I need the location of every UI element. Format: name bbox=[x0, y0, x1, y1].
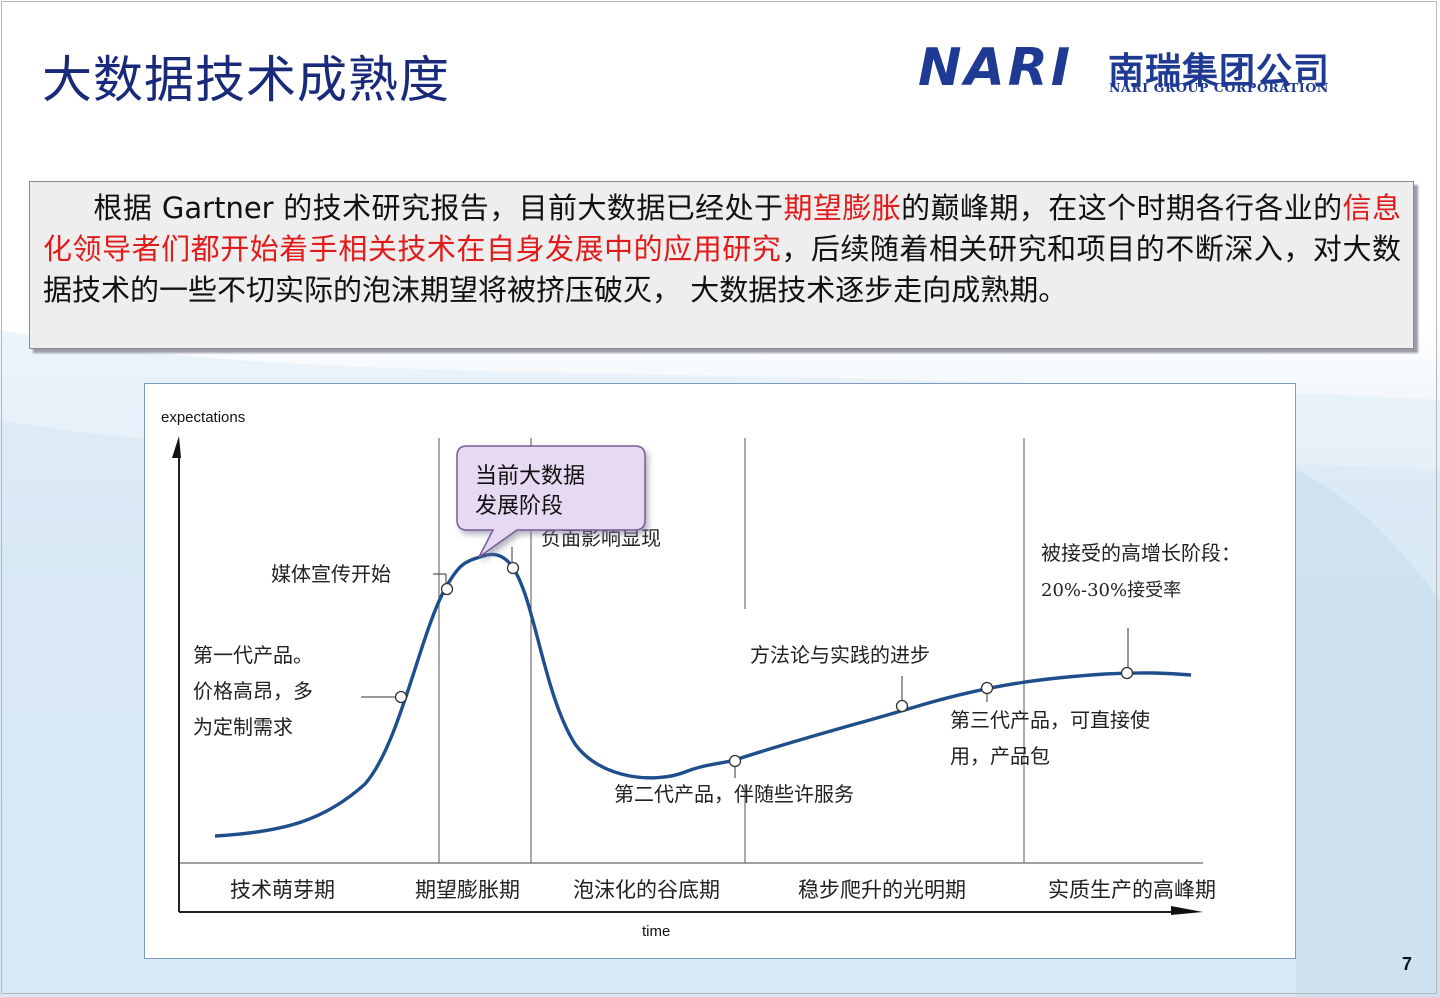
phase-label-3: 泡沫化的谷底期 bbox=[573, 878, 720, 902]
annotation-gen2: 第二代产品，伴随些许服务 bbox=[614, 782, 854, 806]
current-stage-callout bbox=[456, 445, 646, 558]
logo-cn-name: 南瑞集团公司 bbox=[1108, 51, 1331, 92]
y-axis-arrow bbox=[172, 436, 181, 458]
phase-label-2: 期望膨胀期 bbox=[415, 878, 520, 902]
marker-gen1 bbox=[394, 690, 408, 704]
annotation-gen1-line2: 价格高昂，多 bbox=[193, 679, 313, 703]
marker-negative bbox=[506, 561, 520, 575]
summary-highlight-leaders: 信息化领导者们都开始着手相关技术在自身发展中的应用研究 bbox=[43, 191, 1401, 266]
marker-gen3 bbox=[980, 681, 994, 695]
annotation-gen3-line1: 第三代产品，可直接使 bbox=[950, 708, 1150, 732]
callout-text-line1: 当前大数据 bbox=[475, 464, 585, 489]
phase-label-4: 稳步爬升的光明期 bbox=[798, 878, 966, 902]
x-axis-label: time bbox=[642, 923, 670, 940]
annotation-growth-line1: 被接受的高增长阶段： bbox=[1041, 541, 1241, 565]
callout-bubble bbox=[456, 445, 646, 558]
logo-en-name: NARI GROUP CORPORATION bbox=[1109, 80, 1329, 95]
summary-highlight-hype: 期望膨胀 bbox=[783, 191, 902, 225]
slide-title: 大数据技术成熟度 bbox=[42, 51, 450, 109]
marker-growth bbox=[1120, 666, 1134, 680]
summary-text-3: ，后续随着相关研究和项目的不断深入，对大数据技术的一些不切实际的泡沫期望将被挤压… bbox=[43, 232, 1401, 307]
annotation-media-start: 媒体宣传开始 bbox=[271, 562, 391, 586]
annotation-growth-line2: 20%-30%接受率 bbox=[1041, 580, 1181, 601]
page-number: 7 bbox=[1402, 954, 1413, 974]
callout-text-line2: 发展阶段 bbox=[475, 494, 563, 519]
summary-text-2: 的巅峰期，在这个时期各行各业的 bbox=[901, 191, 1343, 225]
summary-text-1: 根据 Gartner 的技术研究报告，目前大数据已经处于 bbox=[93, 191, 784, 225]
annotation-gen1-line3: 为定制需求 bbox=[193, 715, 293, 739]
summary-textbox: 根据 Gartner 的技术研究报告，目前大数据已经处于期望膨胀的巅峰期，在这个… bbox=[29, 181, 1414, 349]
y-axis-label: expectations bbox=[161, 409, 245, 426]
hype-cycle-diagram: expectations time 技术萌芽期 期望膨胀期 泡沫化的谷底期 稳步… bbox=[144, 383, 1296, 959]
phase-label-1: 技术萌芽期 bbox=[230, 878, 335, 902]
annotation-methodology: 方法论与实践的进步 bbox=[750, 643, 930, 667]
annotation-gen1-line1: 第一代产品。 bbox=[193, 643, 313, 667]
logo-mark: NARI bbox=[918, 38, 1074, 98]
marker-method bbox=[895, 699, 909, 713]
marker-media bbox=[440, 582, 454, 596]
phase-label-5: 实质生产的高峰期 bbox=[1048, 878, 1216, 902]
annotation-gen3-line2: 用，产品包 bbox=[950, 744, 1050, 768]
marker-gen2 bbox=[728, 754, 742, 768]
hype-cycle-svg: expectations time 技术萌芽期 期望膨胀期 泡沫化的谷底期 稳步… bbox=[161, 409, 1241, 940]
company-logo: NARI 南瑞集团公司 NARI GROUP CORPORATION bbox=[918, 38, 1388, 98]
x-axis-arrow bbox=[1171, 906, 1203, 915]
